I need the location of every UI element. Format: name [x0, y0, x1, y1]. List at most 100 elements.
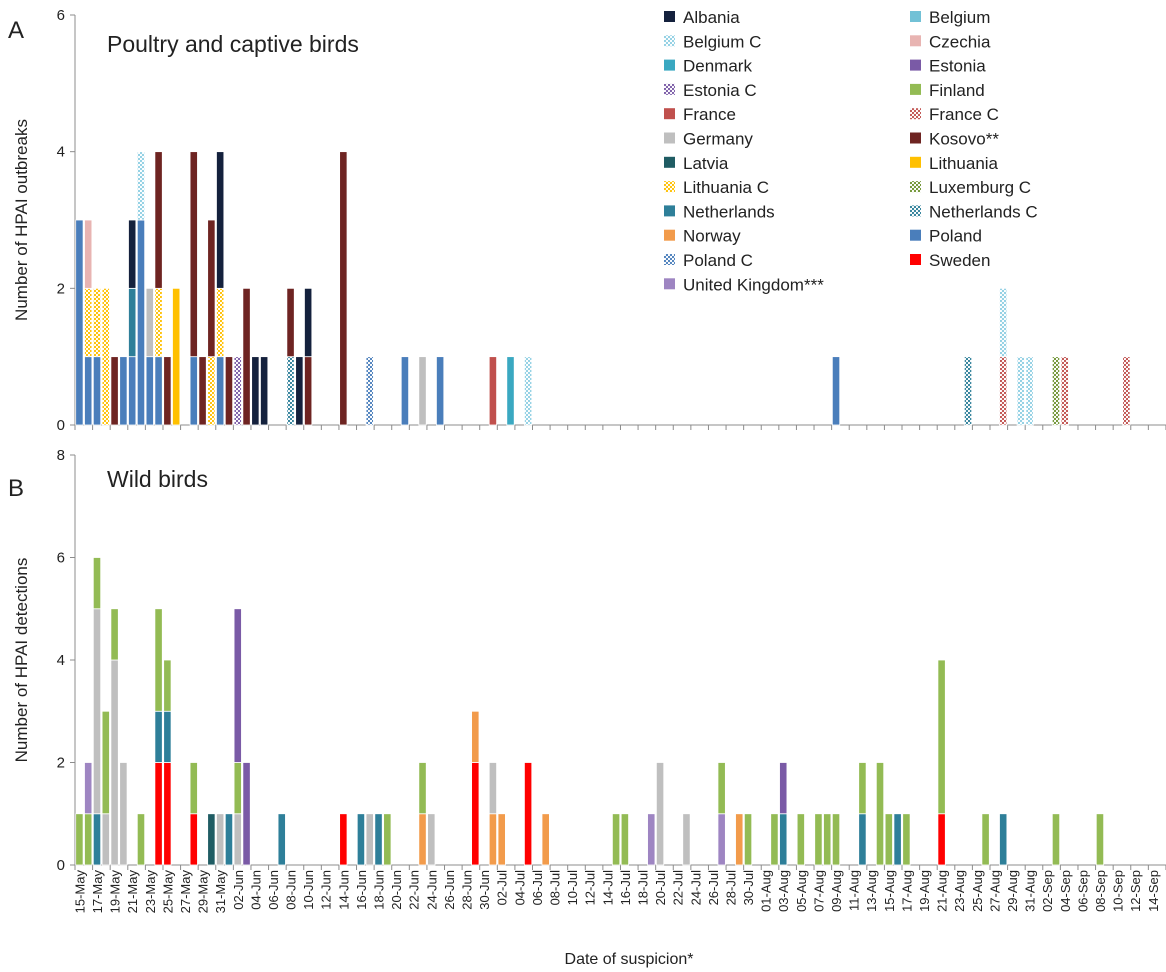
x-tick-label: 27-May: [178, 870, 193, 914]
bar-segment-finland-17-aug: [902, 813, 911, 866]
bar-segment-germany-23-jul: [682, 813, 691, 866]
bar-segment-albania-21-may: [128, 219, 137, 289]
bar-segment-finland-24-may: [154, 608, 163, 712]
legend-swatch: [910, 156, 921, 168]
x-tick-label: 12-Sep: [1128, 870, 1143, 912]
legend-item-united-kingdom: United Kingdom***: [664, 275, 824, 294]
x-tick-label: 25-May: [160, 870, 175, 914]
x-tick-label: 05-Aug: [794, 870, 809, 912]
bar-segment-france-01-jul: [488, 356, 498, 426]
legend-item-germany: Germany: [664, 130, 753, 149]
bar-segment-latvia-30-may: [207, 813, 216, 866]
bar-segment-germany-17-jun: [365, 813, 374, 866]
legend-swatch: [910, 11, 921, 22]
legend-label: United Kingdom***: [683, 275, 824, 294]
legend-swatch: [664, 229, 675, 241]
bar-segment-finland-27-jul: [717, 762, 726, 815]
bar-segment-finland-18-may: [101, 710, 110, 815]
x-tick-label: 10-Jul: [565, 870, 580, 906]
x-tick-label: 20-Jun: [389, 870, 404, 910]
legend-label: Estonia: [929, 57, 986, 76]
legend-item-netherlands: Netherlands: [664, 202, 775, 221]
bar-segment-norway-23-jun: [418, 813, 427, 866]
x-tick-label: 06-Jun: [266, 870, 281, 910]
bar-segment-poland-16-may: [84, 356, 93, 426]
bar-segment-belgium-c-22-may: [136, 151, 146, 221]
x-tick-label: 07-Aug: [811, 870, 826, 912]
bar-segment-finland-15-may: [75, 813, 84, 866]
x-tick-label: 06-Sep: [1075, 870, 1090, 912]
panel-b-bars: [75, 557, 1105, 866]
bar-segment-poland-24-may: [154, 356, 163, 426]
x-tick-label: 27-Aug: [987, 870, 1002, 912]
bar-segment-belgium-c-31-aug: [1025, 356, 1034, 426]
bar-segment-finland-08-sep: [1095, 813, 1105, 866]
x-tick-label: 04-Sep: [1058, 870, 1073, 912]
legend-swatch: [664, 35, 675, 47]
legend-label: France C: [929, 105, 999, 124]
bar-segment-lithuania-c-16-may: [84, 287, 93, 358]
bar-segment-kosovo-03-jun: [242, 287, 251, 426]
bar-segment-kosovo-30-may: [207, 219, 216, 358]
x-tick-label: 17-Aug: [899, 870, 914, 912]
bar-segment-finland-12-aug: [858, 762, 867, 815]
legend-swatch: [910, 181, 921, 193]
bar-segment-finland-09-aug: [831, 813, 841, 866]
bar-segment-kosovo-19-may: [110, 356, 119, 426]
x-axis-title: Date of suspicion*: [565, 951, 694, 968]
bar-segment-albania-09-jun: [295, 356, 304, 426]
bar-segment-france-c-04-sep: [1060, 356, 1069, 426]
legend-swatch: [664, 59, 675, 71]
legend-label: Kosovo**: [929, 130, 999, 149]
x-tick-label: 26-Jul: [706, 870, 721, 906]
bar-segment-finland-25-may: [163, 659, 172, 712]
panel-a-axes: 0 2 4 6: [57, 7, 1166, 434]
x-tick-label: 08-Jul: [547, 870, 562, 906]
panel-b-ylabel: Number of HPAI detections: [12, 558, 31, 763]
x-tick-label: 22-Jul: [671, 870, 686, 906]
legend: Albania Belgium Belgium C Czechia Denmark Est…: [664, 8, 1038, 294]
bar-segment-norway-01-jul: [488, 813, 498, 866]
legend-label: Belgium C: [683, 32, 761, 51]
bar-segment-finland-05-aug: [796, 813, 805, 866]
legend-label: Poland C: [683, 251, 753, 270]
legend-label: Denmark: [683, 57, 752, 76]
legend-label: Estonia C: [683, 81, 757, 100]
x-tick-label: 15-Aug: [882, 870, 897, 912]
x-tick-label: 25-Aug: [970, 870, 985, 912]
x-tick-label: 19-Aug: [917, 870, 932, 912]
bar-segment-lithuania-c-24-may: [154, 287, 163, 358]
legend-item-belgium: Belgium: [910, 8, 990, 27]
legend-label: Poland: [929, 227, 982, 246]
x-tick-label: 16-Jun: [354, 870, 369, 910]
legend-item-belgium-c: Belgium C: [664, 32, 761, 51]
x-tick-label: 11-Aug: [847, 870, 862, 911]
bar-segment-netherlands-c-08-jun: [286, 356, 295, 426]
bar-segment-netherlands-24-may: [154, 710, 163, 763]
x-tick-label: 08-Jun: [284, 870, 299, 910]
legend-item-estonia-c: Estonia C: [664, 81, 757, 100]
bar-segment-sweden-24-may: [154, 762, 163, 866]
bar-segment-estonia-03-aug: [779, 762, 788, 815]
legend-item-norway: Norway: [664, 227, 741, 246]
bar-segment-finland-16-may: [84, 813, 93, 866]
x-tick-label: 31-May: [213, 870, 228, 914]
y-tick-label: 6: [57, 550, 65, 567]
x-tick-label: 08-Sep: [1093, 870, 1108, 912]
bar-segment-finland-19-may: [110, 608, 119, 661]
legend-swatch: [664, 11, 675, 22]
bar-segment-netherlands-01-jun: [224, 813, 234, 866]
y-tick-label: 2: [57, 280, 65, 297]
bar-segment-kosovo-14-jun: [339, 151, 348, 426]
legend-item-denmark: Denmark: [664, 57, 752, 76]
bar-segment-finland-21-aug: [937, 659, 946, 815]
legend-label: France: [683, 105, 736, 124]
legend-swatch: [910, 108, 921, 120]
bar-segment-poland-15-may: [75, 219, 84, 426]
bar-segment-poland-31-may: [216, 356, 225, 426]
bar-segment-netherlands-12-aug: [858, 813, 867, 866]
bar-segment-finland-23-jun: [418, 762, 427, 815]
panel-label-a: A: [8, 17, 24, 44]
legend-label: Finland: [929, 81, 985, 100]
bar-segment-germany-17-may: [92, 608, 102, 815]
